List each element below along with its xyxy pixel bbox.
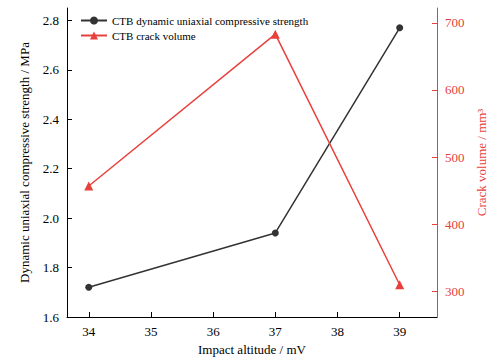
svg-text:2.8: 2.8 — [43, 13, 59, 28]
svg-text:1.6: 1.6 — [43, 310, 60, 325]
svg-text:500: 500 — [445, 150, 465, 165]
svg-text:34: 34 — [82, 324, 96, 339]
svg-text:38: 38 — [331, 324, 344, 339]
svg-text:2.0: 2.0 — [43, 211, 59, 226]
svg-text:400: 400 — [445, 217, 465, 232]
svg-text:600: 600 — [445, 82, 465, 97]
svg-text:300: 300 — [445, 284, 465, 299]
svg-text:1.8: 1.8 — [43, 260, 59, 275]
svg-text:Crack volume / mm³: Crack volume / mm³ — [474, 109, 489, 217]
svg-text:2.6: 2.6 — [43, 62, 60, 77]
svg-text:2.2: 2.2 — [43, 161, 59, 176]
svg-text:36: 36 — [207, 324, 221, 339]
svg-text:2.4: 2.4 — [43, 112, 60, 127]
svg-text:35: 35 — [144, 324, 157, 339]
svg-text:CTB dynamic uniaxial compressi: CTB dynamic uniaxial compressive strengt… — [112, 15, 309, 27]
svg-text:Impact altitude / mV: Impact altitude / mV — [198, 342, 307, 357]
svg-text:37: 37 — [269, 324, 283, 339]
svg-text:700: 700 — [445, 15, 465, 30]
svg-text:Dynamic uniaxial compressive s: Dynamic uniaxial compressive strength / … — [17, 42, 32, 283]
svg-text:39: 39 — [393, 324, 406, 339]
svg-text:CTB crack volume: CTB crack volume — [112, 30, 196, 42]
